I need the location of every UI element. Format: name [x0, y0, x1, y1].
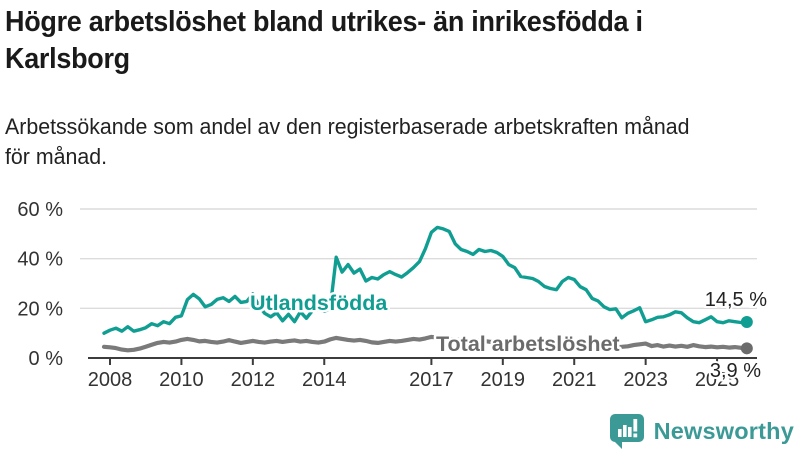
- page-title: Högre arbetslöshet bland utrikes- än inr…: [5, 6, 643, 75]
- y-tick-label: 40 %: [17, 249, 63, 271]
- logo-bubble: [609, 414, 644, 449]
- logo-bar-1: [617, 429, 622, 437]
- logo-bar-2: [622, 425, 627, 437]
- page-subtitle: Arbetssökande som andel av den registerb…: [5, 114, 690, 169]
- newsworthy-icon: [609, 414, 644, 449]
- end-dot-total-arbetsloshet: [740, 342, 753, 355]
- y-tick-label: 20 %: [17, 298, 63, 320]
- x-tick-label: 2012: [231, 369, 276, 391]
- logo-bar-3: [627, 427, 632, 437]
- x-tick-label: 2010: [159, 369, 204, 391]
- end-value-label-utlandsfodda: 14,5 %: [705, 289, 767, 311]
- logo-exclamation-dot: [632, 433, 637, 438]
- x-tick-label: 2023: [623, 369, 668, 391]
- x-tick-label: 2008: [88, 369, 133, 391]
- x-tick-label: 2021: [552, 369, 597, 391]
- newsworthy-wordmark: Newsworthy: [653, 417, 794, 444]
- x-tick-label: 2014: [302, 369, 347, 391]
- series-label-total-arbetsloshet: Total arbetslöshet: [436, 332, 620, 356]
- series-label-utlandsfodda: Utlandsfödda: [250, 291, 388, 315]
- series-line-utlandsfodda: [102, 225, 749, 335]
- logo-exclamation: [632, 419, 637, 432]
- newsworthy-logo: Newsworthy: [609, 412, 794, 450]
- end-value-label-total-arbetsloshet: 3,9 %: [710, 360, 761, 382]
- series-line-total-arbetsloshet: [101, 334, 749, 353]
- y-tick-label: 60 %: [17, 199, 63, 221]
- end-dot-utlandsfodda: [740, 315, 753, 328]
- x-tick-label: 2025: [695, 369, 740, 391]
- y-tick-label: 0 %: [29, 348, 64, 370]
- x-tick-label: 2019: [481, 369, 526, 391]
- x-tick-label: 2017: [409, 369, 454, 391]
